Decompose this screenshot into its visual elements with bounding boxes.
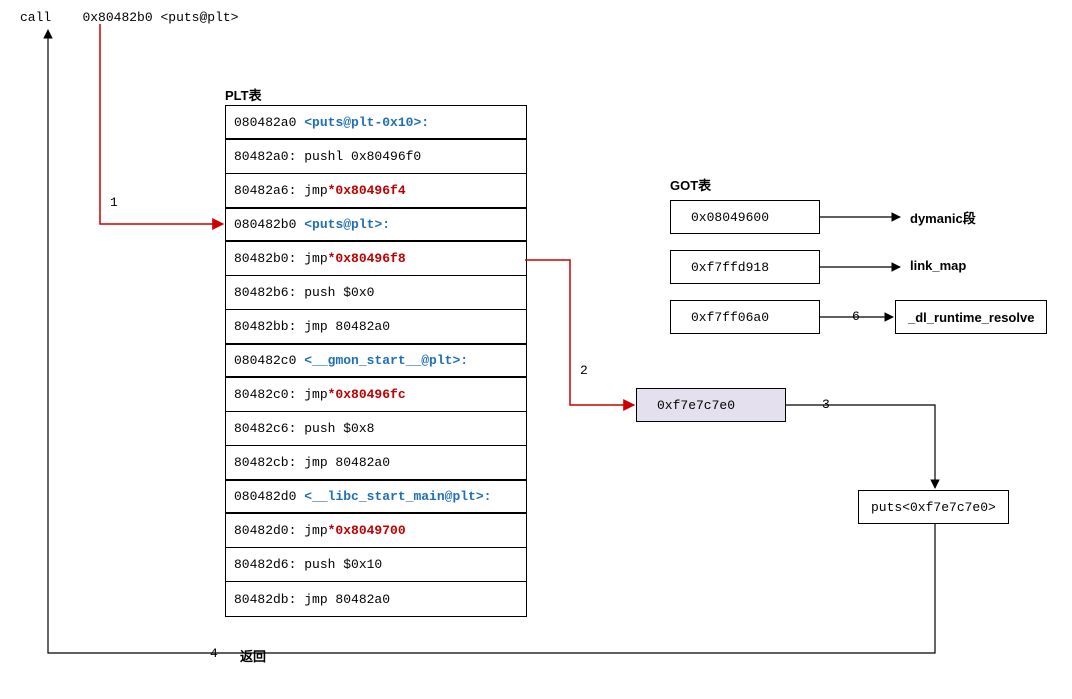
plt-row: 80482b6: push $0x0 <box>226 276 526 310</box>
got-label-1: link_map <box>910 258 966 273</box>
call-line: call 0x80482b0 <puts@plt> <box>20 10 238 25</box>
plt-row: 80482c0: jmp *0x80496fc <box>226 378 526 412</box>
step-4: 4 <box>210 646 218 661</box>
plt-row: 80482d0: jmp *0x8049700 <box>226 514 526 548</box>
resolved-got-entry: 0xf7e7c7e0 <box>636 388 786 422</box>
diagram-stage: call 0x80482b0 <puts@plt> PLT表 080482a0 … <box>0 0 1072 699</box>
plt-row: 80482d6: push $0x10 <box>226 548 526 582</box>
got-label-0: dymanic段 <box>910 208 976 227</box>
plt-table: 080482a0 <puts@plt-0x10>: 80482a0: pushl… <box>225 105 527 617</box>
return-label: 返回 <box>240 646 266 665</box>
plt-row: 080482d0 <__libc_start_main@plt>: <box>226 480 526 514</box>
plt-title: PLT表 <box>225 85 262 104</box>
got-entry-1: 0xf7ffd918 <box>670 250 820 284</box>
target-function-box: puts<0xf7e7c7e0> <box>858 490 1009 524</box>
got-entry-0: 0x08049600 <box>670 200 820 234</box>
call-mnemonic: call <box>20 10 51 25</box>
step-1: 1 <box>110 195 118 210</box>
call-addr: 0x80482b0 <box>82 10 152 25</box>
plt-row: 80482db: jmp 80482a0 <box>226 582 526 616</box>
plt-row-puts-header: 080482b0 <puts@plt>: <box>226 208 526 242</box>
step-6: 6 <box>852 309 860 324</box>
got-label-2-box: _dl_runtime_resolve <box>895 300 1047 334</box>
plt-row-puts-jmp: 80482b0: jmp *0x80496f8 <box>226 242 526 276</box>
arrows-layer <box>0 0 1072 699</box>
plt-row: 80482a0: pushl 0x80496f0 <box>226 140 526 174</box>
plt-row: 80482cb: jmp 80482a0 <box>226 446 526 480</box>
plt-row: 080482a0 <puts@plt-0x10>: <box>226 106 526 140</box>
call-sym: <puts@plt> <box>160 10 238 25</box>
plt-row: 80482bb: jmp 80482a0 <box>226 310 526 344</box>
step-2: 2 <box>580 363 588 378</box>
got-title: GOT表 <box>670 175 711 194</box>
plt-row: 80482c6: push $0x8 <box>226 412 526 446</box>
got-entry-2: 0xf7ff06a0 <box>670 300 820 334</box>
plt-row: 080482c0 <__gmon_start__@plt>: <box>226 344 526 378</box>
step-3: 3 <box>822 397 830 412</box>
plt-row: 80482a6: jmp *0x80496f4 <box>226 174 526 208</box>
